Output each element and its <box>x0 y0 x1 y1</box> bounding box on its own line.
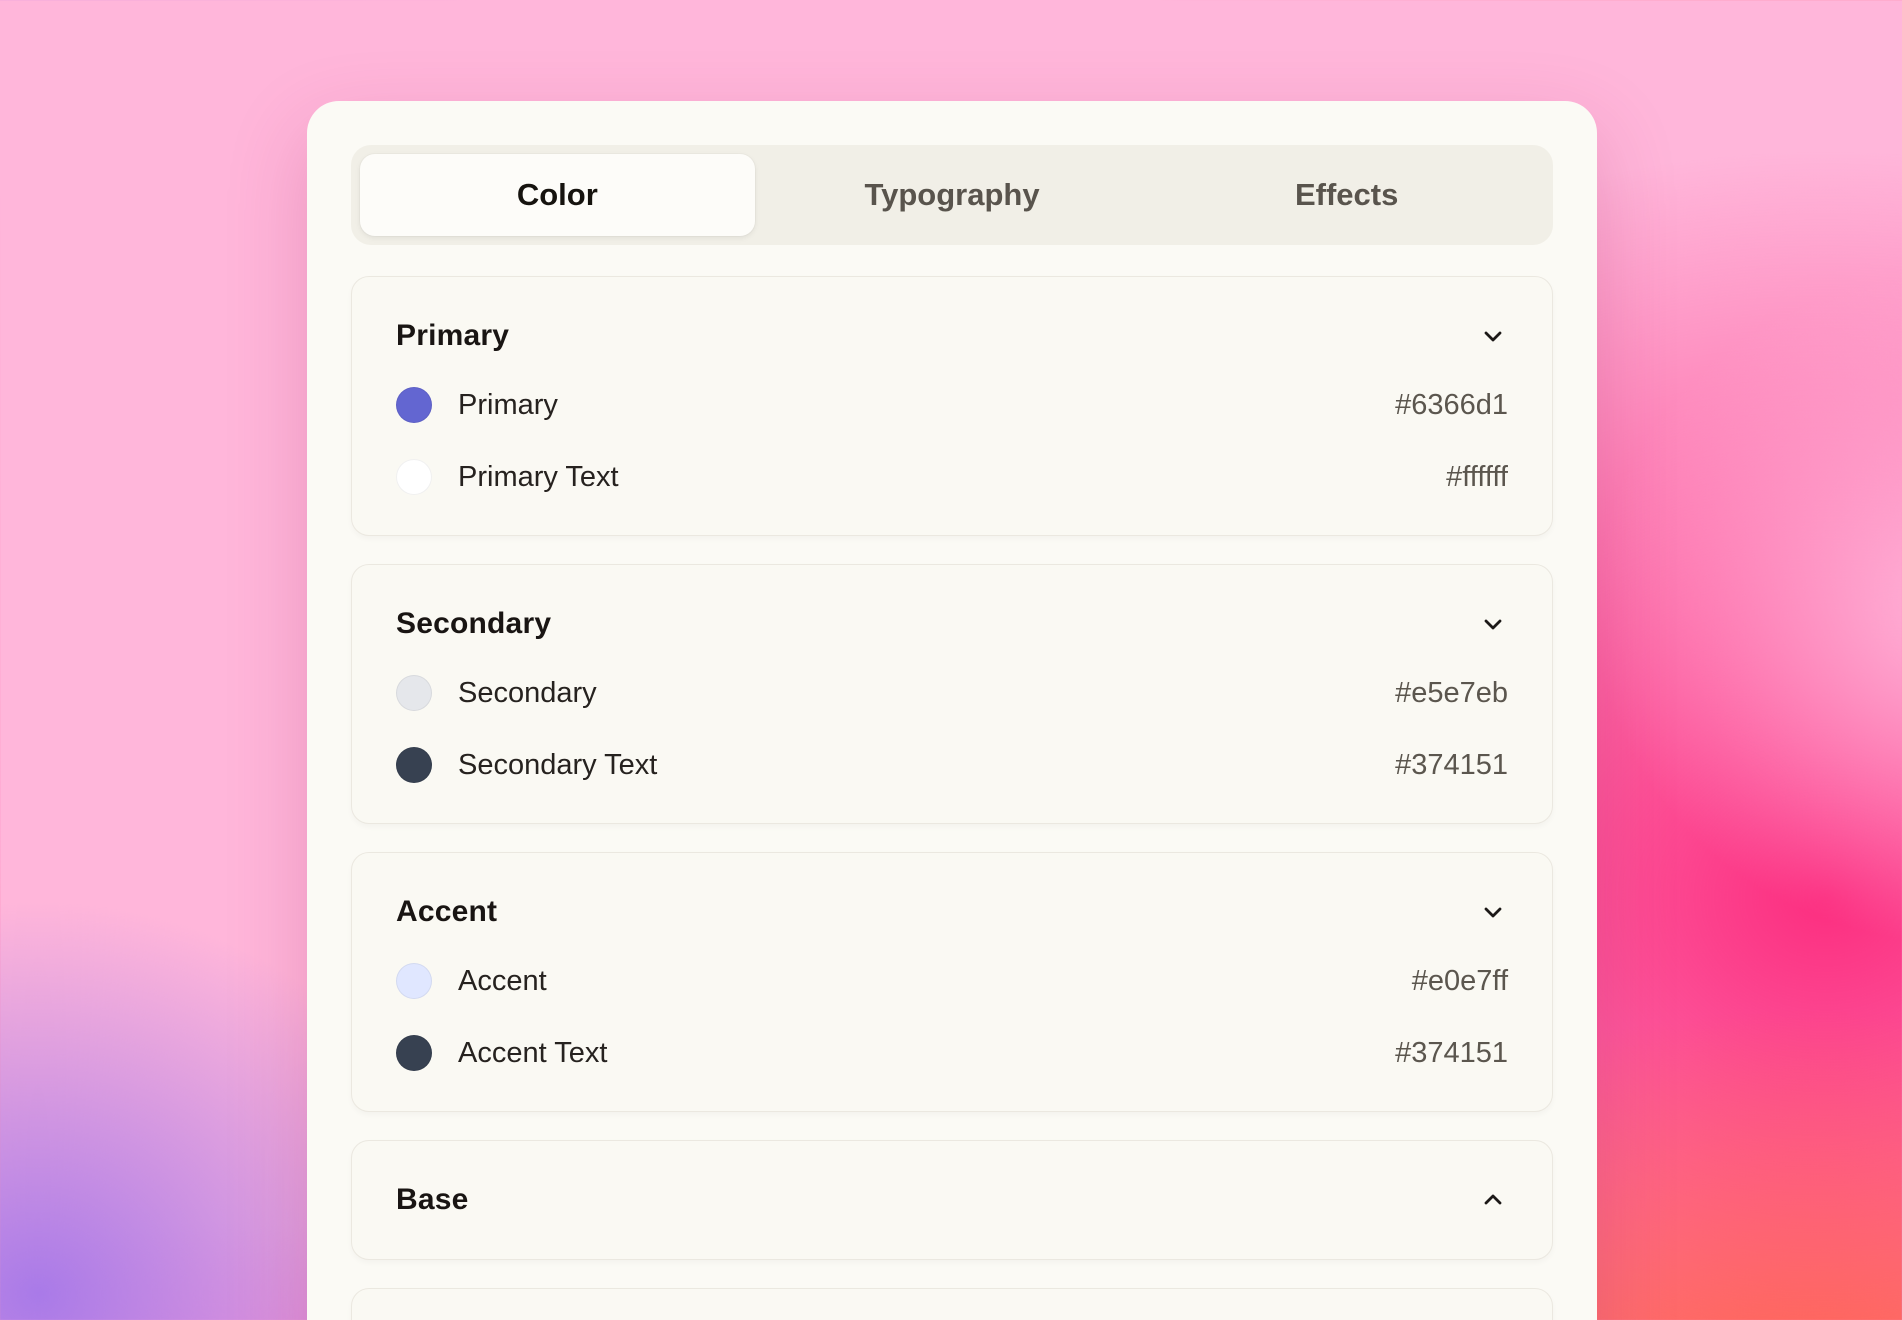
color-rows: Accent #e0e7ff Accent Text #374151 <box>396 929 1508 1111</box>
color-name: Accent Text <box>458 1036 608 1069</box>
chevron-down-icon[interactable] <box>1478 321 1508 351</box>
chevron-down-icon[interactable] <box>1478 897 1508 927</box>
section-card-base: Base <box>351 1140 1553 1260</box>
section-header-toggle[interactable]: Primary <box>396 277 1508 353</box>
color-name: Accent <box>458 964 547 997</box>
color-swatch[interactable] <box>396 963 432 999</box>
color-swatch[interactable] <box>396 747 432 783</box>
section-title: Base <box>396 1183 469 1216</box>
color-hex-value: #374151 <box>1395 1036 1508 1069</box>
color-name: Secondary <box>458 676 597 709</box>
section-title: Primary <box>396 319 510 352</box>
chevron-up-icon[interactable] <box>1478 1185 1508 1215</box>
color-swatch[interactable] <box>396 459 432 495</box>
color-rows: Primary #6366d1 Primary Text #ffffff <box>396 353 1508 535</box>
color-swatch[interactable] <box>396 675 432 711</box>
section-header-toggle[interactable]: Secondary <box>396 565 1508 641</box>
color-row[interactable]: Accent Text #374151 <box>396 1017 1508 1089</box>
color-row[interactable]: Primary #6366d1 <box>396 369 1508 441</box>
tab-bar: Color Typography Effects <box>351 145 1553 245</box>
section-title: Secondary <box>396 607 552 640</box>
color-swatch[interactable] <box>396 1035 432 1071</box>
color-name: Primary Text <box>458 460 619 493</box>
color-row[interactable]: Primary Text #ffffff <box>396 441 1508 513</box>
section-card-primary: Primary Primary #6366d1 Primary Text #ffffff <box>351 276 1553 536</box>
color-swatch[interactable] <box>396 387 432 423</box>
color-hex-value: #e5e7eb <box>1395 676 1508 709</box>
color-row[interactable]: Secondary #e5e7eb <box>396 657 1508 729</box>
color-name: Primary <box>458 388 558 421</box>
color-hex-value: #e0e7ff <box>1411 964 1508 997</box>
section-header-toggle[interactable]: Base <box>396 1141 1508 1259</box>
sections: Primary Primary #6366d1 Primary Text #ffffff… <box>351 276 1553 1320</box>
color-rows: Secondary #e5e7eb Secondary Text #374151 <box>396 641 1508 823</box>
color-hex-value: #374151 <box>1395 748 1508 781</box>
color-hex-value: #6366d1 <box>1395 388 1508 421</box>
section-header-toggle[interactable]: Accent <box>396 853 1508 929</box>
tab-color[interactable]: Color <box>360 154 755 236</box>
tab-effects[interactable]: Effects <box>1294 177 1399 212</box>
theme-editor-panel: Color Typography Effects Primary Primary #63… <box>307 101 1597 1320</box>
section-title: Accent <box>396 895 498 928</box>
tab-typography[interactable]: Typography <box>864 177 1040 212</box>
color-hex-value: #ffffff <box>1446 460 1508 493</box>
color-row[interactable]: Secondary Text #374151 <box>396 729 1508 801</box>
section-card-accent: Accent Accent #e0e7ff Accent Text #374151 <box>351 852 1553 1112</box>
color-name: Secondary Text <box>458 748 658 781</box>
section-card-secondary: Secondary Secondary #e5e7eb Secondary Text #… <box>351 564 1553 824</box>
color-row[interactable]: Accent #e0e7ff <box>396 945 1508 1017</box>
section-card-partial <box>351 1288 1553 1320</box>
chevron-down-icon[interactable] <box>1478 609 1508 639</box>
